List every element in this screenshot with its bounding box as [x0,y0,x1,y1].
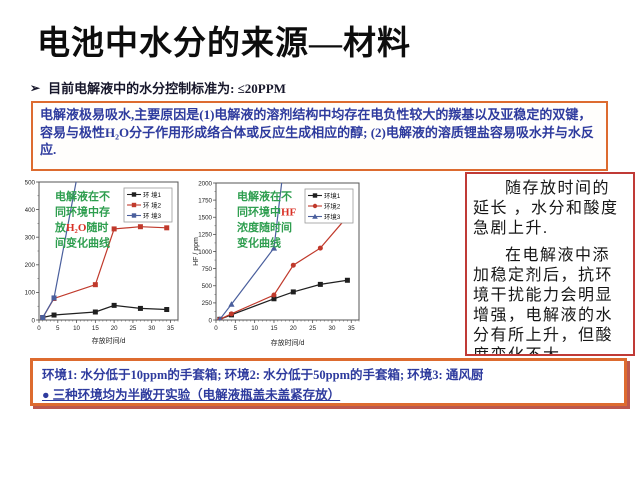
svg-text:电解液在不: 电解液在不 [55,189,110,203]
svg-text:35: 35 [167,325,174,332]
svg-text:存放时间/d: 存放时间/d [92,336,126,345]
conclusion-box: 随存放时间的延长 ，水分和酸度急剧上升. 在电解液中添加稳定剂后，抗环境干扰能力… [465,172,635,356]
svg-text:500: 500 [25,179,36,186]
svg-text:200: 200 [25,262,36,269]
svg-text:25: 25 [129,325,136,332]
svg-text:环境2: 环境2 [324,201,341,210]
svg-text:1000: 1000 [198,249,212,256]
environment-definitions: 环境1: 水分低于10ppm的手套箱; 环境2: 水分低于50ppm的手套箱; … [42,368,484,382]
svg-text:1750: 1750 [198,197,212,204]
svg-text:同环境中存: 同环境中存 [55,205,110,219]
svg-text:电解液在不: 电解液在不 [237,189,292,203]
svg-text:0: 0 [37,325,41,332]
experiment-note: ● 三种环境均为半敞开实验（电解液瓶盖未盖紧存放） [42,388,341,402]
svg-text:1500: 1500 [198,215,212,222]
svg-text:环 境1: 环 境1 [143,190,162,199]
svg-text:30: 30 [148,325,155,332]
electrolyte-info-text: 电解液极易吸水,主要原因是(1)电解液的溶剂结构中均存在电负性较大的羰基以及亚稳… [40,107,594,157]
svg-text:300: 300 [25,235,36,242]
svg-text:间变化曲线: 间变化曲线 [55,236,110,250]
svg-text:0: 0 [214,325,218,332]
page-title: 电池中水分的来源—材料 [37,26,411,62]
svg-text:同环境中HF: 同环境中HF [237,205,297,219]
svg-text:750: 750 [202,266,213,273]
svg-text:放H₂O随时: 放H₂O随时 [54,220,108,234]
svg-text:30: 30 [329,325,336,332]
environment-note-box: 环境1: 水分低于10ppm的手套箱; 环境2: 水分低于50ppm的手套箱; … [30,358,627,406]
svg-text:5: 5 [234,325,238,332]
svg-text:2000: 2000 [198,180,212,187]
svg-text:存放时间/d: 存放时间/d [271,338,305,347]
svg-text:变化曲线: 变化曲线 [237,236,281,250]
svg-text:20: 20 [290,325,297,332]
conclusion-paragraph-1: 随存放时间的延长 ，水分和酸度急剧上升. [473,180,619,237]
svg-text:1250: 1250 [198,232,212,239]
moisture-vs-time-chart: 0 5 10 15 20 25 30 35 0 100 200 300 400 500 存放时间/d 电解液在… [25,176,188,346]
electrolyte-info-box: 电解液极易吸水,主要原因是(1)电解液的溶剂结构中均存在电负性较大的羰基以及亚稳… [31,101,608,171]
svg-text:环境3: 环境3 [324,212,341,221]
svg-text:环境1: 环境1 [324,191,341,200]
svg-text:100: 100 [25,290,36,297]
svg-text:HF / ppm: HF / ppm [193,237,200,266]
arrow-bullet-icon: ➢ [30,80,41,95]
svg-text:5: 5 [56,325,60,332]
svg-text:浓度随时间: 浓度随时间 [237,220,292,234]
svg-text:35: 35 [348,325,355,332]
svg-text:环 境2: 环 境2 [143,200,162,209]
hf-vs-time-chart: 0 5 10 15 20 25 30 35 0 250 500 750 1000 1250 1500 1750… [191,176,368,348]
bullet-text: 目前电解液中的水分控制标准为: ≤20PPM [48,81,286,96]
svg-text:10: 10 [251,325,258,332]
svg-text:15: 15 [92,325,99,332]
svg-text:15: 15 [271,325,278,332]
svg-text:0: 0 [32,317,36,324]
conclusion-paragraph-2: 在电解液中添加稳定剂后，抗环境干扰能力会明显增强，电解液的水分有所上升，但酸度变… [473,247,614,356]
svg-text:0: 0 [209,317,213,324]
svg-text:500: 500 [202,283,213,290]
svg-text:环 境3: 环 境3 [143,211,162,220]
bullet-line: ➢ 目前电解液中的水分控制标准为: ≤20PPM [30,78,286,97]
svg-text:20: 20 [111,325,118,332]
svg-text:400: 400 [25,207,36,214]
svg-text:25: 25 [309,325,316,332]
svg-text:250: 250 [202,300,213,307]
svg-text:10: 10 [73,325,80,332]
